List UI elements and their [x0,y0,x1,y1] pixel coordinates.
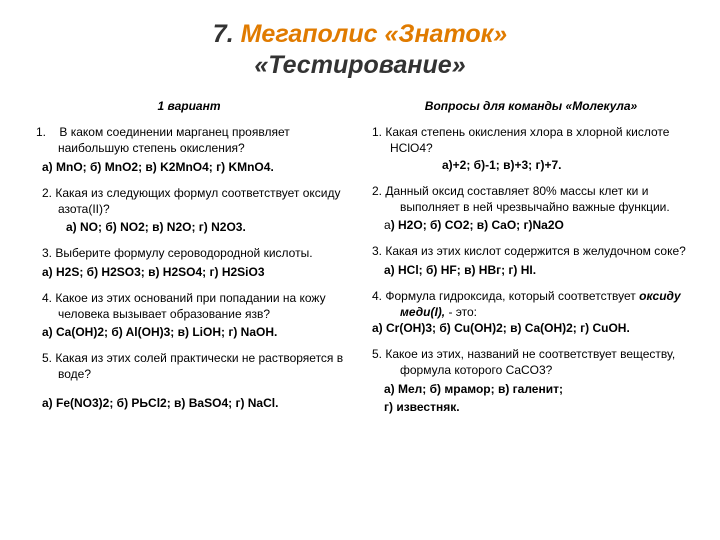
right-q2: 2. Данный оксид составляет 80% массы кле… [372,183,690,234]
title-number: 7. [213,20,234,48]
title-line-2: «Тестирование» [30,51,690,80]
left-q4-text: 4. Какое из этих оснований при попадании… [30,290,348,322]
left-q4-answers: а) Ca(OH)2; б) Al(OH)3; в) LiOH; г) NaOH… [30,324,348,340]
left-q3: 3. Выберите формулу сероводородной кисло… [30,245,348,279]
right-q4-text-start: 4. Формула гидроксида, который соответст… [372,289,639,303]
left-q1-text: 1. В каком соединении марганец проявляет… [30,124,348,156]
right-q2-ans-a: а [384,218,391,232]
right-q2-answers: а) H2O; б) CO2; в) CaO; г)Na2O [372,217,690,233]
columns-container: 1 вариант 1. В каком соединении марганец… [30,98,690,425]
left-q5-answers: а) Fe(NO3)2; б) PЬCl2; в) BaSO4; г) NaCl… [30,395,348,411]
right-q4-text-end: - это: [445,305,477,319]
left-q5: 5. Какая из этих солей практически не ра… [30,350,348,411]
left-q5-text: 5. Какая из этих солей практически не ра… [30,350,348,382]
left-q3-text: 3. Выберите формулу сероводородной кисло… [30,245,348,261]
right-q3-text: 3. Какая из этих кислот содержится в жел… [372,243,690,259]
right-q2-ans-rest: ) H2O; б) CO2; в) CaO; г)Na2O [391,218,564,232]
left-column: 1 вариант 1. В каком соединении марганец… [30,98,348,425]
left-header: 1 вариант [30,98,348,114]
right-header: Вопросы для команды «Молекула» [372,98,690,114]
right-q5-answers-2: г) известняк. [372,399,690,415]
right-q5: 5. Какое из этих, названий не соответств… [372,346,690,415]
right-q3-answers: а) HCl; б) HF; в) HBг; г) HI. [372,262,690,278]
left-q3-answers: а) H2S; б) H2SO3; в) H2SO4; г) H2SiO3 [30,264,348,280]
right-q4: 4. Формула гидроксида, который соответст… [372,288,690,337]
right-column: Вопросы для команды «Молекула» 1. Какая … [372,98,690,425]
right-q4-text: 4. Формула гидроксида, который соответст… [372,288,690,320]
title-line-1: 7. Мегаполис «Знаток» [30,20,690,49]
right-q1: 1. Какая степень окисления хлора в хлорн… [372,124,690,173]
right-q5-text: 5. Какое из этих, названий не соответств… [372,346,690,378]
right-q5-answers-1: а) Мел; б) мрамор; в) галенит; [372,381,690,397]
left-q1-num: 1. [36,125,46,139]
left-q1-answers: а) MnO; б) MnO2; в) K2MnO4; г) KMnO4. [30,159,348,175]
left-q1-body: В каком соединении марганец проявляет на… [58,125,290,155]
title-main: Мегаполис «Знаток» [241,20,508,48]
left-q4: 4. Какое из этих оснований при попадании… [30,290,348,341]
left-q2-text: 2. Какая из следующих формул соответству… [30,185,348,217]
right-q4-answers: а) Cr(OH)3; б) Cu(OH)2; в) Ca(OH)2; г) C… [372,320,690,336]
left-q2: 2. Какая из следующих формул соответству… [30,185,348,236]
right-q2-text: 2. Данный оксид составляет 80% массы кле… [372,183,690,215]
left-q1: 1. В каком соединении марганец проявляет… [30,124,348,175]
right-q1-text: 1. Какая степень окисления хлора в хлорн… [372,124,690,156]
right-q1-answers: а)+2; б)-1; в)+3; г)+7. [372,157,690,173]
left-q2-answers: а) NO; б) NO2; в) N2O; г) N2O3. [30,219,348,235]
right-q3: 3. Какая из этих кислот содержится в жел… [372,243,690,277]
